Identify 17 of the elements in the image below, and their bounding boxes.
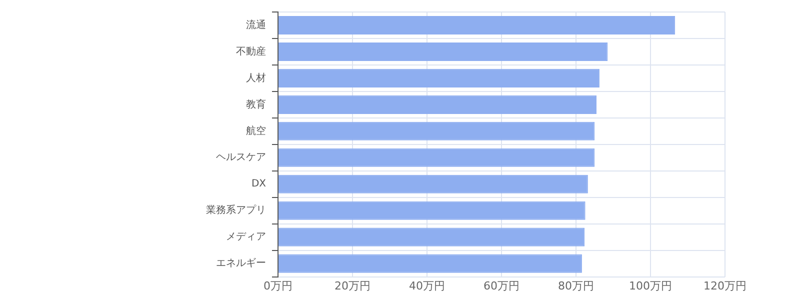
- x-tick-label: 100万円: [629, 279, 672, 292]
- y-tick-label: 人材: [246, 72, 266, 84]
- x-tick-label: 60万円: [484, 279, 520, 292]
- x-tick-label: 80万円: [558, 279, 594, 292]
- y-tick-label: 不動産: [236, 45, 266, 58]
- y-tick-label: ヘルスケア: [216, 152, 266, 164]
- x-tick-label: 0万円: [264, 279, 292, 292]
- y-tick-label: メディア: [226, 232, 266, 243]
- y-tick-label: エネルギー: [216, 257, 266, 270]
- y-tick-label: 流通: [246, 18, 266, 31]
- x-tick-label: 120万円: [704, 279, 746, 292]
- y-tick-label: DX: [251, 178, 266, 190]
- y-tick-label: 業務系アプリ: [206, 204, 266, 216]
- y-tick-label: 航空: [246, 124, 266, 137]
- x-tick-label: 40万円: [409, 279, 445, 292]
- y-tick-label: 教育: [246, 98, 266, 110]
- x-tick-label: 20万円: [334, 279, 370, 292]
